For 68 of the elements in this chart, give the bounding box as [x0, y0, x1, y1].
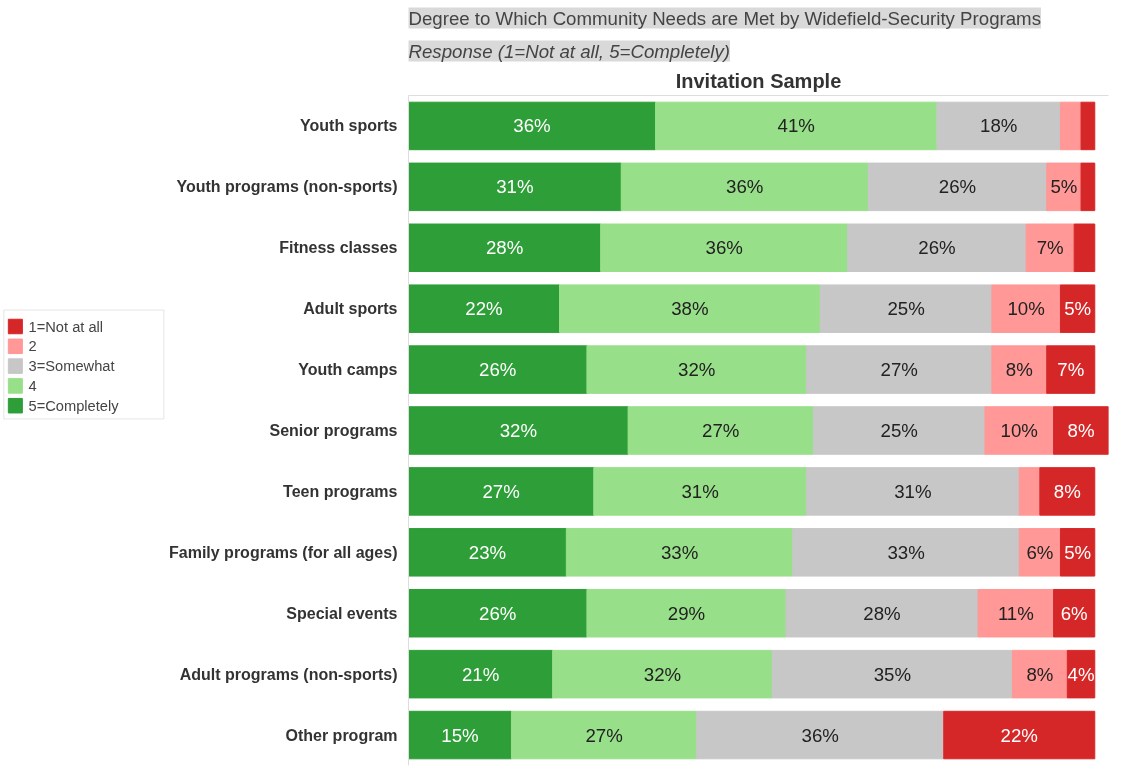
y-tick-label: Family programs (for all ages) [168, 543, 398, 561]
data-label: 15% [441, 724, 479, 746]
data-label: 31% [894, 480, 932, 502]
data-label: 35% [873, 663, 911, 685]
y-tick-label: Youth sports [300, 117, 398, 135]
data-label: 41% [777, 115, 815, 137]
data-label: 4% [1067, 663, 1095, 685]
data-label: 36% [726, 176, 764, 198]
y-tick-label: Youth camps [298, 361, 398, 379]
data-label: 33% [887, 541, 925, 563]
y-tick-label: Senior programs [269, 422, 398, 439]
data-label: 10% [1007, 298, 1045, 320]
data-label: 5% [1064, 298, 1092, 320]
data-label: 26% [938, 176, 977, 198]
data-label: 23% [468, 541, 507, 563]
data-label: 8% [1005, 359, 1033, 381]
y-tick-label: Other program [285, 726, 398, 744]
data-label: 31% [496, 176, 534, 198]
data-label: 8% [1053, 480, 1081, 502]
y-tick-label: Youth programs (non-sports) [176, 178, 398, 196]
data-label: 38% [671, 298, 709, 320]
data-label: 27% [702, 420, 740, 441]
data-label: 32% [643, 663, 682, 685]
data-label: 22% [1000, 724, 1038, 746]
data-label: 31% [681, 480, 719, 502]
y-tick-label: Special events [286, 604, 398, 622]
legend-label: 2 [28, 338, 37, 355]
x-axis-title: Invitation Sample [675, 69, 842, 92]
data-label: 27% [585, 724, 623, 746]
legend-label: 4 [28, 377, 37, 394]
data-label: 7% [1036, 237, 1064, 259]
data-label: 28% [485, 237, 524, 259]
data-label: 18% [980, 115, 1018, 137]
data-label: 32% [499, 420, 537, 441]
y-tick-label: Fitness classes [279, 239, 398, 257]
legend-label: 5=Completely [28, 397, 120, 414]
data-label: 5% [1050, 176, 1078, 198]
data-label: 29% [667, 602, 706, 624]
data-label: 32% [678, 359, 716, 381]
data-label: 22% [465, 298, 503, 320]
data-label: 25% [880, 420, 918, 441]
data-label: 36% [705, 237, 743, 259]
data-label: 6% [1026, 541, 1054, 563]
data-label: 25% [887, 298, 925, 320]
data-label: 28% [863, 602, 901, 624]
data-label: 10% [1000, 420, 1038, 441]
data-label: 8% [1026, 663, 1054, 685]
y-tick-label: Adult sports [303, 300, 398, 318]
data-label: 33% [660, 541, 699, 563]
data-label: 36% [513, 115, 551, 137]
y-tick-label: Teen programs [283, 482, 398, 500]
data-label: 5% [1064, 541, 1092, 563]
legend-label: 3=Somewhat [28, 358, 115, 375]
data-label: 27% [482, 480, 520, 502]
data-label: 26% [479, 359, 517, 381]
data-label: 11% [997, 602, 1034, 624]
data-label: 21% [461, 663, 500, 685]
data-label: 26% [918, 237, 956, 259]
chart-subtitle: Response (1=Not at all, 5=Completely) [408, 40, 730, 62]
legend-label: 1=Not at all [28, 318, 104, 335]
chart-title: Degree to Which Community Needs are Met by Widefield-Security Programs [408, 7, 1041, 29]
y-tick-label: Adult programs (non-sports) [179, 665, 398, 683]
data-label: 36% [801, 724, 839, 746]
data-label: 8% [1067, 420, 1095, 441]
data-label: 27% [880, 359, 918, 381]
data-label: 6% [1060, 602, 1088, 624]
data-label: 26% [479, 602, 517, 624]
data-label: 7% [1057, 359, 1085, 381]
